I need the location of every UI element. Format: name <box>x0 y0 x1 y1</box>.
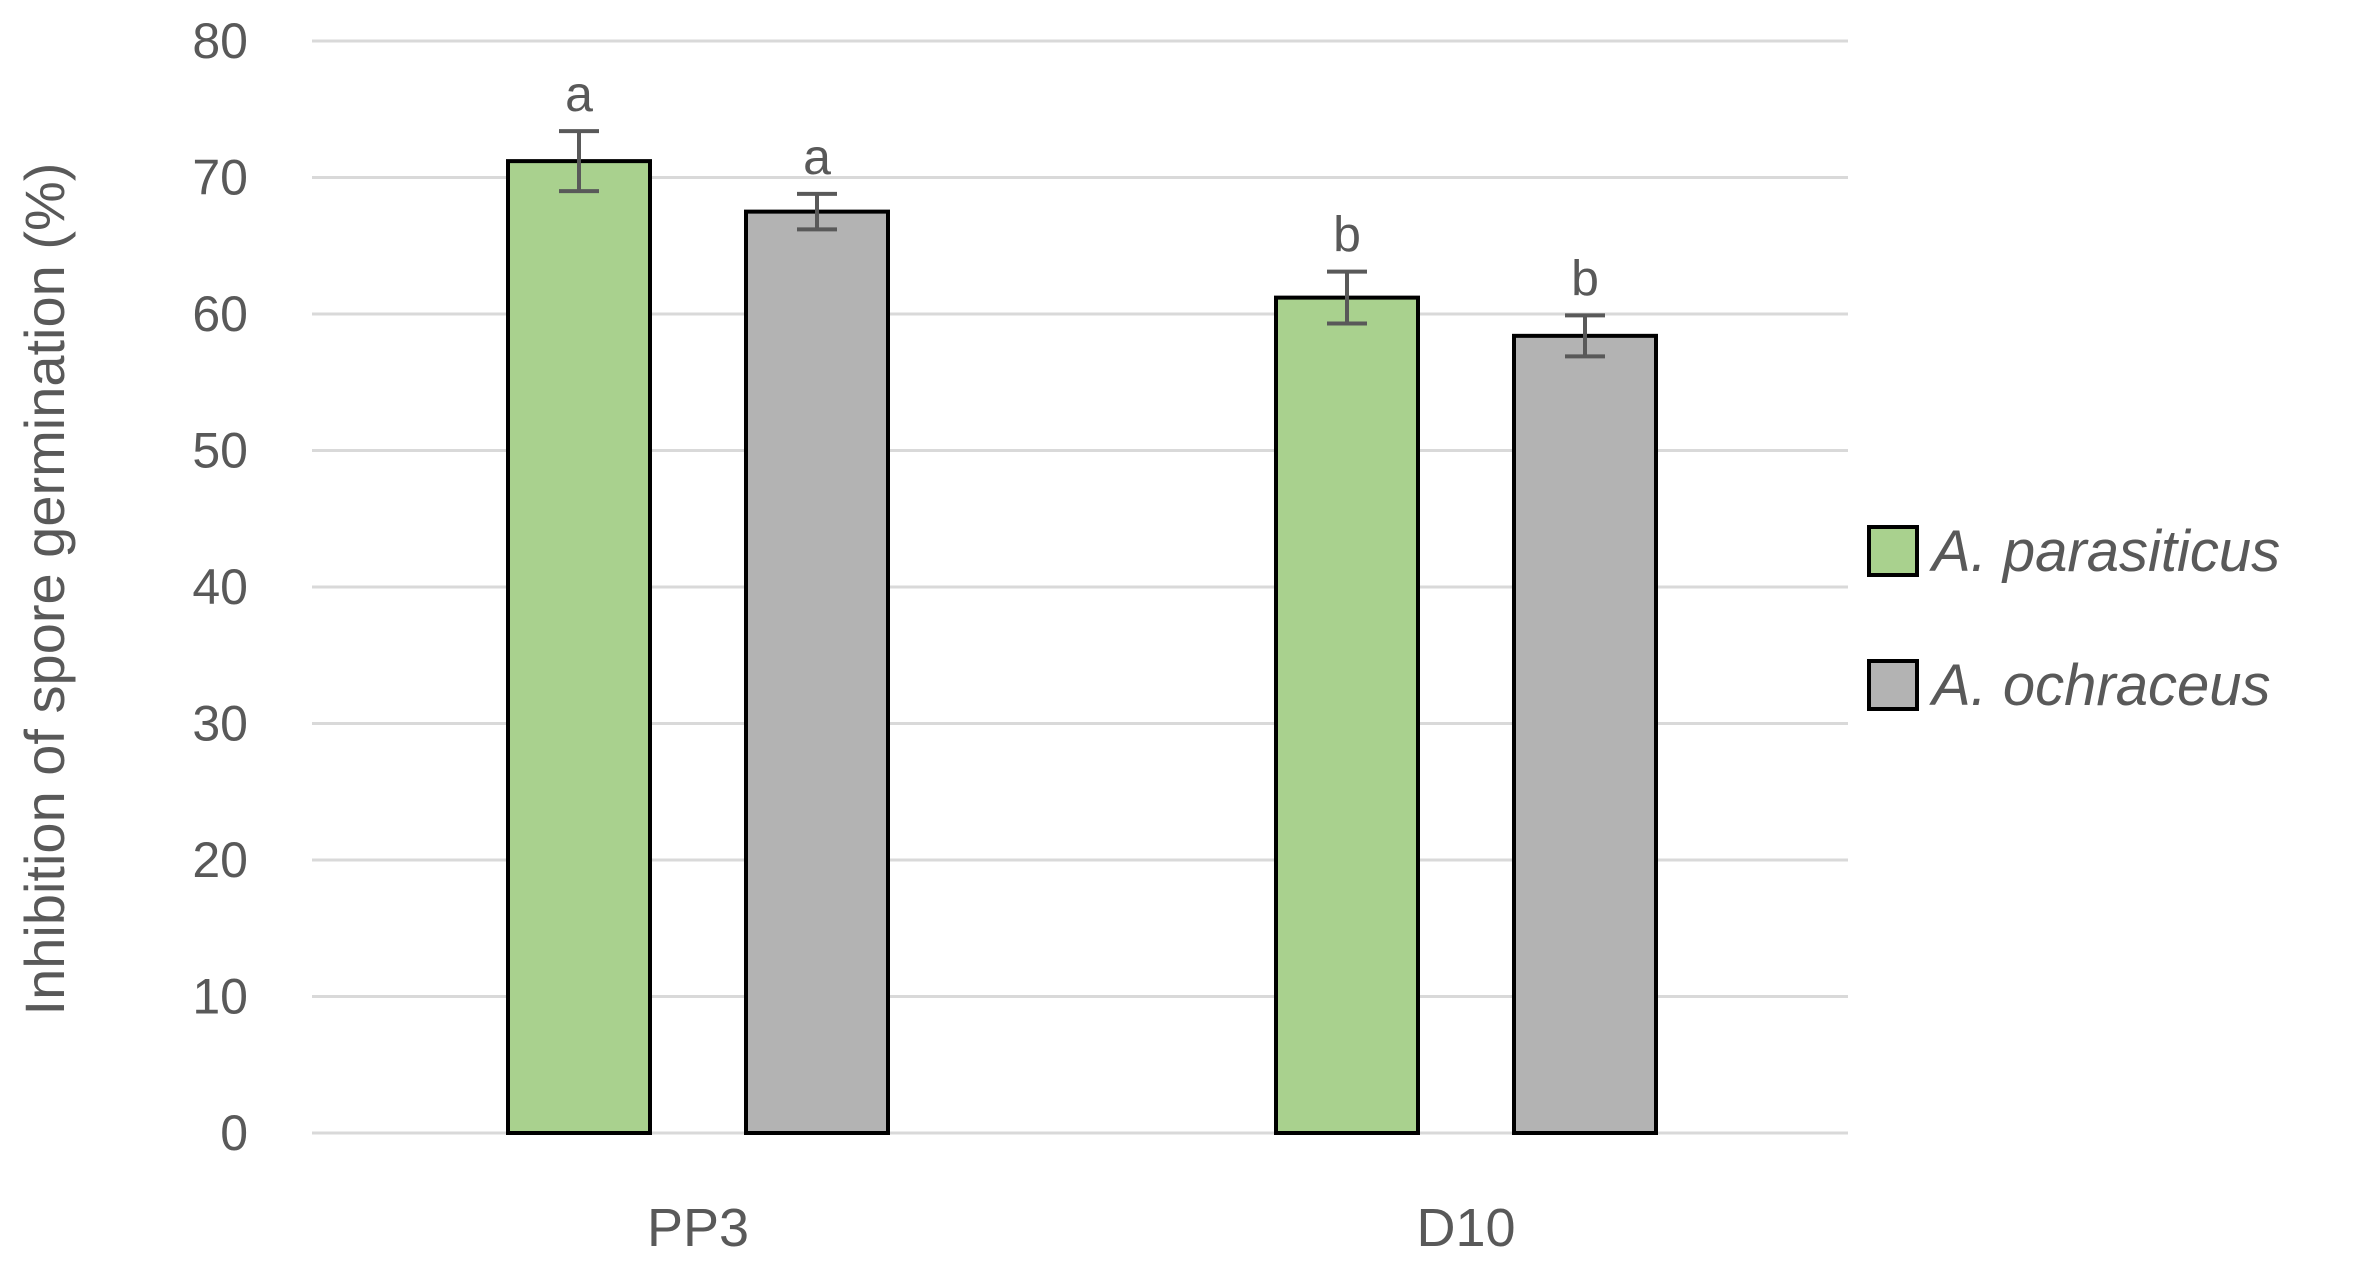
y-axis-ticks: 0 10 20 30 40 50 60 70 80 <box>192 13 248 1161</box>
y-tick-label: 80 <box>192 13 248 69</box>
x-category-label: PP3 <box>647 1198 749 1258</box>
y-tick-label: 70 <box>192 150 248 206</box>
error-bar <box>1327 269 1367 326</box>
y-tick-label: 0 <box>220 1105 248 1161</box>
bars <box>506 159 1658 1135</box>
legend-swatch <box>1867 659 1919 711</box>
error-bar <box>1565 313 1605 359</box>
bar-aochraceus-d10 <box>1512 333 1658 1135</box>
y-tick-label: 40 <box>192 559 248 615</box>
error-bars <box>559 129 1605 359</box>
error-bar <box>559 129 599 194</box>
bar-aparasiticus-d10 <box>1274 295 1420 1135</box>
y-tick-label: 20 <box>192 832 248 888</box>
legend-label: A. ochraceus <box>1929 653 2271 718</box>
significance-label: a <box>803 129 831 185</box>
y-tick-label: 30 <box>192 696 248 752</box>
legend-swatch <box>1867 525 1919 577</box>
significance-label: b <box>1333 207 1361 263</box>
error-bar <box>797 191 837 232</box>
significance-label: a <box>565 66 593 122</box>
significance-label: b <box>1571 250 1599 306</box>
bar-aparasiticus-pp3 <box>506 159 652 1135</box>
y-tick-label: 10 <box>192 969 248 1025</box>
legend: A. parasiticus A. ochraceus <box>1867 519 2280 718</box>
bar-aochraceus-pp3 <box>744 209 890 1135</box>
legend-label: A. parasiticus <box>1929 519 2280 584</box>
significance-labels: a a b b <box>565 66 1599 306</box>
y-tick-label: 60 <box>192 286 248 342</box>
y-axis-title: Inhibition of spore germination (%) <box>13 163 76 1016</box>
x-axis-categories: PP3 D10 <box>647 1198 1516 1258</box>
y-tick-label: 50 <box>192 423 248 479</box>
x-category-label: D10 <box>1416 1198 1515 1258</box>
